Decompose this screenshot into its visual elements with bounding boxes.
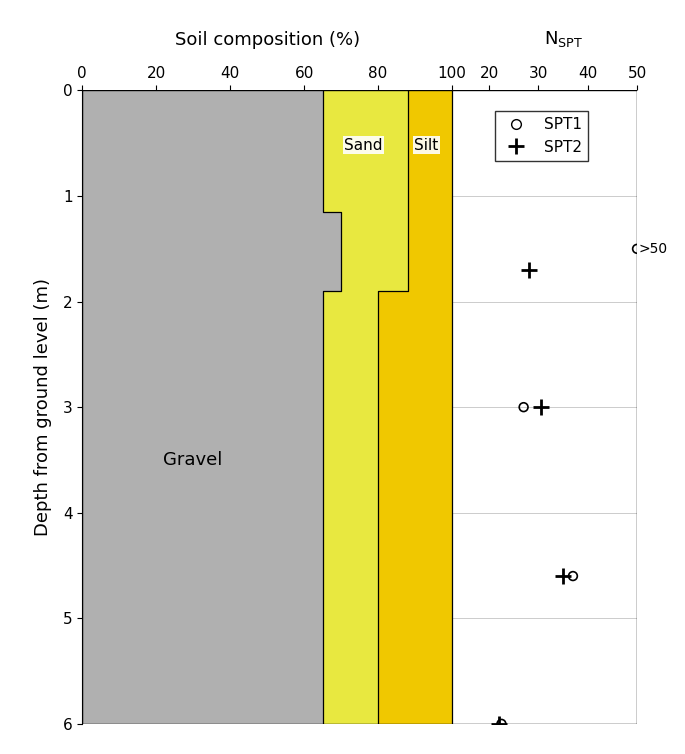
Point [558,570,569,582]
Text: Sand: Sand [344,138,383,153]
Text: Soil composition (%): Soil composition (%) [175,32,360,49]
Point [518,401,529,413]
Text: >50: >50 [639,242,668,256]
Text: Gravel: Gravel [164,451,223,469]
Point [632,243,643,255]
Point [567,570,578,582]
Text: Silt: Silt [414,138,438,153]
Point [493,718,504,730]
Legend: SPT1, SPT2: SPT1, SPT2 [495,111,588,161]
Point [496,718,507,730]
Point [536,401,547,413]
Text: N$_{\mathsf{SPT}}$: N$_{\mathsf{SPT}}$ [544,29,582,49]
Y-axis label: Depth from ground level (m): Depth from ground level (m) [34,278,51,536]
Point [523,264,534,276]
